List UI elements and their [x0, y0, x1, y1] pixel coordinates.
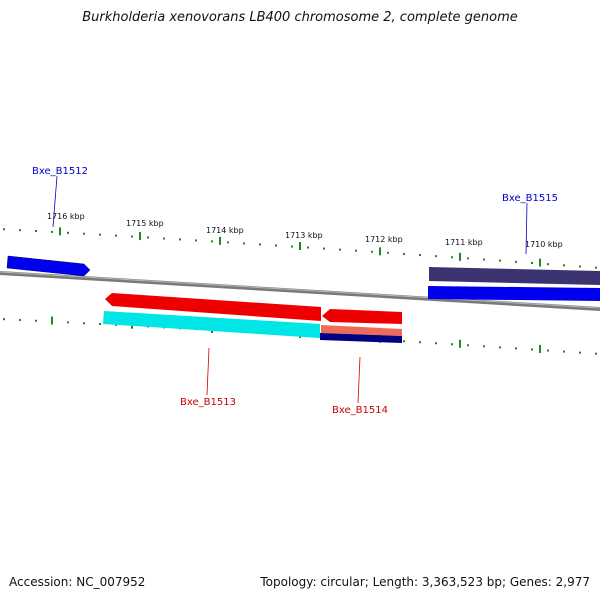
label-bxe-b1515[interactable]: Bxe_B1515 — [502, 193, 558, 204]
gene-bxe-b1514-salmon[interactable] — [321, 325, 402, 336]
leader-bxe-b1512 — [52, 175, 58, 228]
tick-label-1716: 1716 kbp — [47, 212, 85, 221]
gene-bxe-b1513-cyan[interactable] — [103, 311, 320, 338]
leader-bxe-b1515 — [525, 202, 528, 255]
gene-bxe-b1514-navy[interactable] — [320, 333, 402, 343]
tick-label-1710: 1710 kbp — [525, 240, 563, 249]
label-bxe-b1513[interactable]: Bxe_B1513 — [180, 397, 236, 408]
gene-bxe-b1513-red[interactable] — [105, 293, 321, 321]
gene-bxe-b1515-blue[interactable] — [428, 286, 600, 301]
gene-bxe-b1515-slate[interactable] — [429, 267, 600, 285]
tick-label-1712: 1712 kbp — [365, 235, 403, 244]
genome-stats-text: Topology: circular; Length: 3,363,523 bp… — [260, 575, 590, 589]
gene-bxe-b1512[interactable] — [6, 255, 91, 277]
tick-label-1715: 1715 kbp — [126, 219, 164, 228]
upper-tick-track — [3, 227, 597, 269]
leader-bxe-b1514 — [357, 356, 361, 404]
label-bxe-b1514[interactable]: Bxe_B1514 — [332, 405, 388, 416]
accession-text: Accession: NC_007952 — [9, 575, 146, 589]
tick-label-1711: 1711 kbp — [445, 238, 483, 247]
chromosome-backbone — [0, 271, 600, 311]
chromosome-backbone-highlight — [0, 271, 600, 309]
map-title: Burkholderia xenovorans LB400 chromosome… — [82, 10, 518, 25]
tick-label-1714: 1714 kbp — [206, 226, 244, 235]
gene-bxe-b1514-red[interactable] — [322, 309, 402, 324]
tick-label-1713: 1713 kbp — [285, 231, 323, 240]
label-bxe-b1512[interactable]: Bxe_B1512 — [32, 166, 88, 177]
leader-bxe-b1513 — [206, 347, 210, 396]
